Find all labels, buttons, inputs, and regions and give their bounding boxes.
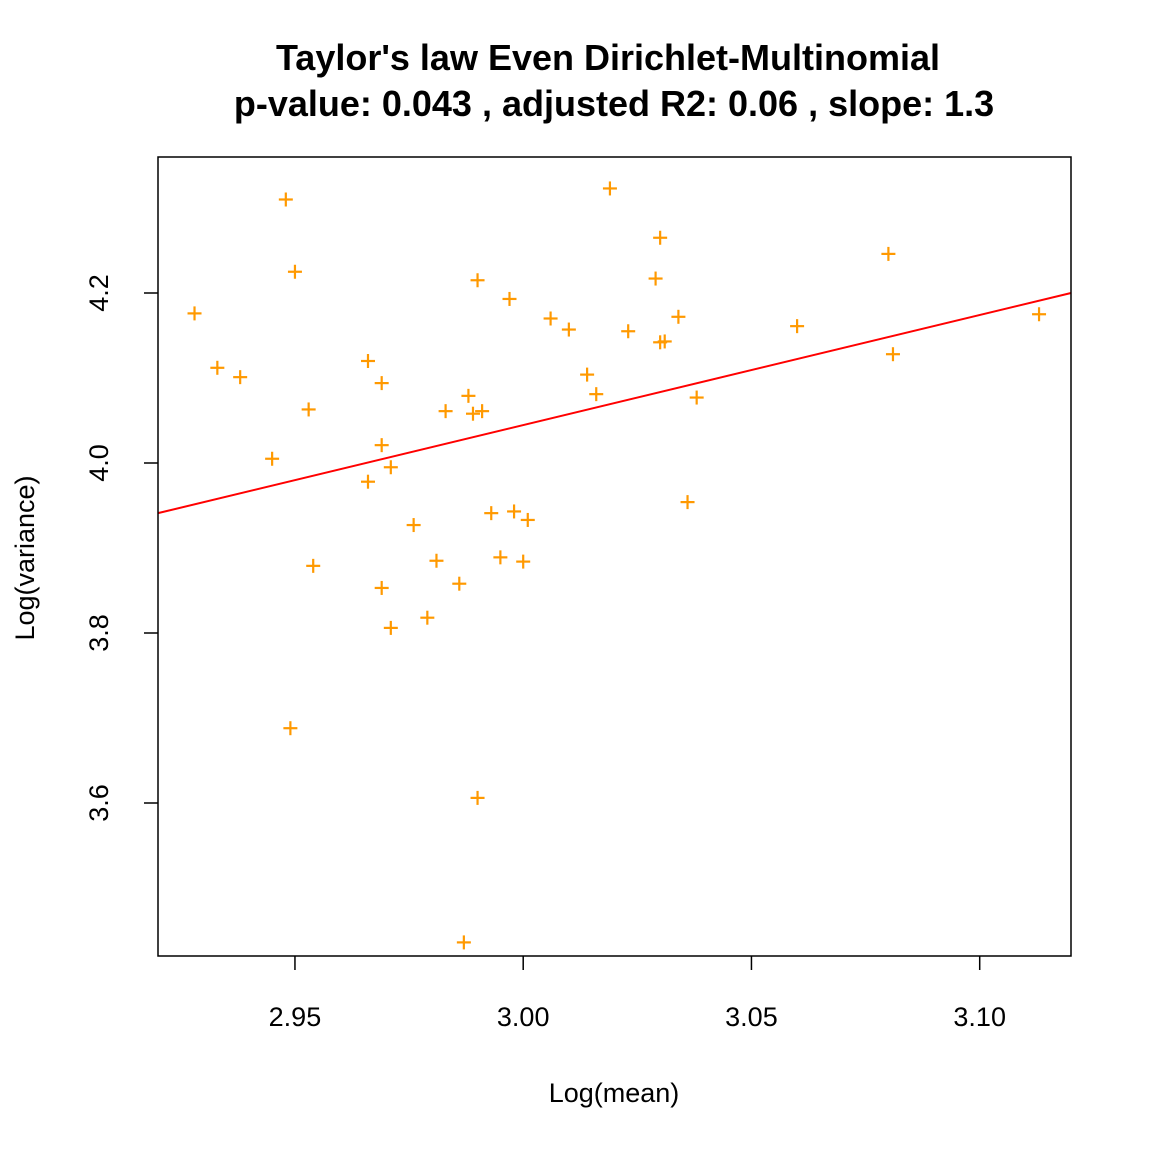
data-point xyxy=(301,402,316,417)
data-point xyxy=(429,553,444,568)
data-point xyxy=(602,181,617,196)
data-point xyxy=(187,306,202,321)
data-point xyxy=(470,273,485,288)
fit-line xyxy=(157,292,1072,515)
data-point xyxy=(406,518,421,533)
data-point xyxy=(383,460,398,475)
y-tick-label: 3.8 xyxy=(84,614,114,652)
data-point xyxy=(881,246,896,261)
data-point xyxy=(689,390,704,405)
x-tick-label: 3.00 xyxy=(497,1002,550,1032)
y-axis: 3.6 3.8 4.0 4.2 xyxy=(84,274,158,822)
data-point xyxy=(543,311,558,326)
data-point xyxy=(374,438,389,453)
data-point xyxy=(287,264,302,279)
data-point xyxy=(484,506,499,521)
data-point xyxy=(561,322,576,337)
data-point xyxy=(360,354,375,368)
data-point xyxy=(360,474,375,489)
data-point xyxy=(438,404,453,419)
chart-title: Taylor's law Even Dirichlet-Multinomial xyxy=(276,37,940,78)
data-point xyxy=(589,387,604,402)
data-point xyxy=(1032,307,1047,322)
data-point xyxy=(671,309,686,324)
data-point xyxy=(283,721,298,736)
data-point xyxy=(502,291,517,306)
data-point xyxy=(790,319,805,334)
y-tick-label: 4.0 xyxy=(84,444,114,482)
chart-subtitle: p-value: 0.043 , adjusted R2: 0.06 , slo… xyxy=(234,83,994,124)
x-tick-label: 3.10 xyxy=(953,1002,1006,1032)
data-point xyxy=(461,388,476,403)
data-point xyxy=(680,495,695,510)
data-point xyxy=(648,271,663,286)
data-point xyxy=(516,554,531,569)
data-point xyxy=(580,367,595,382)
data-point xyxy=(507,504,522,519)
data-point xyxy=(420,610,435,625)
data-point xyxy=(383,620,398,635)
y-tick-label: 3.6 xyxy=(84,784,114,822)
data-point xyxy=(621,324,636,339)
y-tick-label: 4.2 xyxy=(84,274,114,312)
data-point xyxy=(653,230,668,245)
data-point xyxy=(493,550,508,565)
data-point xyxy=(520,512,535,527)
data-point xyxy=(306,558,321,573)
x-tick-label: 2.95 xyxy=(269,1002,322,1032)
data-point xyxy=(657,334,672,349)
data-point xyxy=(278,192,293,207)
x-axis: 2.95 3.00 3.05 3.10 xyxy=(269,956,1006,1032)
x-tick-label: 3.05 xyxy=(725,1002,778,1032)
data-point xyxy=(885,347,900,362)
data-point xyxy=(452,576,467,591)
y-axis-label: Log(variance) xyxy=(10,475,40,640)
data-point xyxy=(374,376,389,391)
data-point xyxy=(465,406,480,421)
fit-line-group xyxy=(157,292,1072,515)
data-point xyxy=(210,360,225,375)
plot-area-border xyxy=(157,156,1072,957)
data-points xyxy=(187,181,1047,950)
data-point xyxy=(470,790,485,805)
x-axis-label: Log(mean) xyxy=(549,1078,680,1108)
data-point xyxy=(475,404,490,419)
data-point xyxy=(456,935,471,950)
data-point xyxy=(374,580,389,595)
data-point xyxy=(233,370,248,385)
data-point xyxy=(265,451,280,466)
